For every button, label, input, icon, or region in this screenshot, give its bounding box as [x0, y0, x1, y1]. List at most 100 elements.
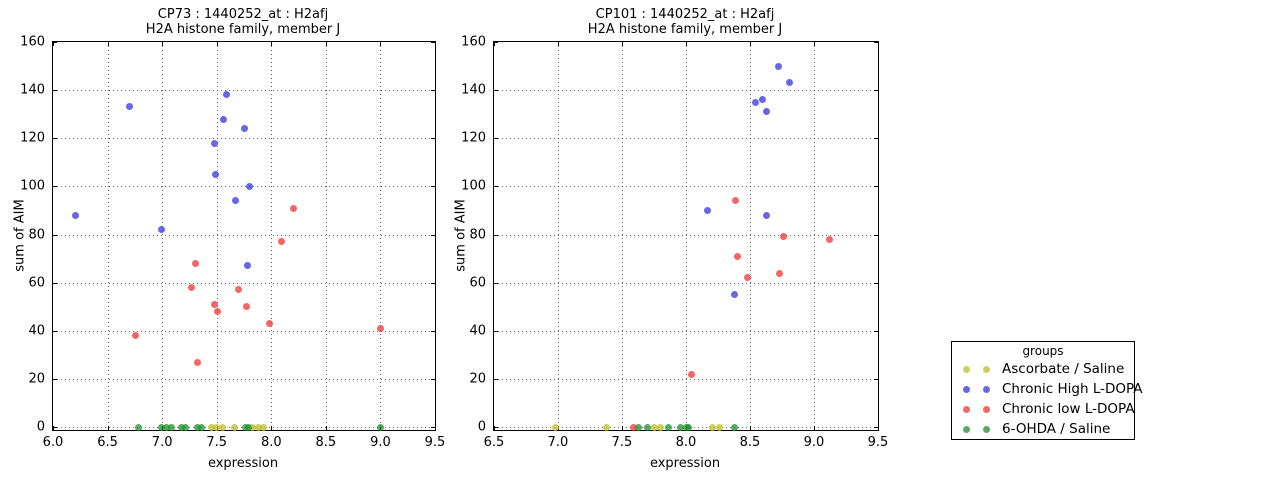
grid-line — [558, 42, 559, 430]
grid-line — [750, 42, 751, 430]
data-point — [786, 79, 794, 87]
data-point — [704, 206, 712, 214]
grid-line — [53, 186, 435, 188]
axis-tick — [53, 138, 57, 140]
data-point — [743, 274, 751, 282]
data-point — [733, 252, 741, 260]
data-point — [249, 423, 257, 431]
y-tick-label: 120 — [20, 130, 45, 146]
axis-tick — [494, 378, 498, 380]
axis-tick — [494, 42, 498, 43]
axis-tick — [494, 234, 498, 236]
y-tick-label: 20 — [469, 371, 486, 387]
legend-marker-icon — [983, 425, 990, 433]
data-point — [212, 170, 220, 178]
data-point — [759, 96, 767, 104]
x-tick-label: 9.0 — [370, 435, 391, 450]
x-tick-label: 7.5 — [611, 435, 633, 450]
x-tick-label: 6.0 — [42, 435, 64, 450]
data-point — [168, 423, 176, 431]
data-point — [825, 235, 833, 243]
grid-line — [107, 42, 109, 430]
grid-line — [494, 378, 878, 380]
data-point — [685, 423, 693, 431]
data-point — [181, 423, 189, 431]
data-point — [193, 358, 201, 366]
y-tick-label: 140 — [461, 82, 486, 98]
data-point — [231, 197, 239, 205]
axis-tick — [162, 42, 164, 46]
axis-tick — [494, 282, 498, 284]
x-tick-label: 8.5 — [315, 435, 337, 450]
data-point — [242, 303, 250, 311]
y-tick-label: 100 — [461, 178, 486, 194]
data-point — [163, 423, 170, 431]
data-point — [244, 423, 252, 431]
legend-marker-icon — [983, 365, 990, 373]
data-point — [72, 211, 80, 219]
data-point — [751, 98, 759, 106]
data-point — [207, 423, 215, 431]
legend-marker-icon — [983, 385, 990, 393]
axis-tick — [431, 234, 435, 236]
axis-tick — [874, 90, 878, 92]
data-point — [376, 423, 384, 431]
data-point — [687, 370, 695, 378]
y-tick-label: 80 — [469, 227, 486, 243]
axis-tick — [814, 42, 815, 46]
axis-tick — [431, 138, 435, 140]
x-tick-label: 8.0 — [675, 435, 697, 450]
plot-area-cp73: 6.0 6.5 7.0 7.5 8.0 8.5 9.0 9.5 0 20 40 60 80 100 120 1… — [20, 35, 445, 451]
y-tick-label: 80 — [28, 227, 45, 243]
grid-line — [53, 138, 435, 140]
y-tick-label: 0 — [477, 419, 486, 435]
grid-line — [686, 42, 687, 430]
legend-item-chronic-low-ldopa: Chronic low L-DOPA — [952, 399, 1135, 419]
data-point — [289, 204, 297, 212]
axis-tick — [380, 42, 382, 46]
axis-tick — [874, 234, 878, 236]
x-tick-label: 8.0 — [260, 435, 282, 450]
axis-tick — [53, 42, 54, 46]
legend-item-6ohda-saline: 6-OHDA / Saline — [952, 419, 1134, 439]
axis-tick — [750, 42, 751, 46]
axis-tick — [107, 42, 109, 46]
axis-tick — [271, 42, 273, 46]
axis-tick — [53, 90, 57, 92]
legend-item-label: Ascorbate / Saline — [1002, 361, 1125, 377]
axis-tick — [216, 42, 218, 46]
legend-marker-icon — [983, 405, 990, 413]
data-point — [245, 182, 253, 190]
x-tick-label: 7.0 — [151, 435, 173, 450]
data-point — [197, 423, 205, 431]
data-point — [731, 423, 739, 431]
data-point — [213, 423, 221, 431]
data-point — [125, 103, 133, 111]
axis-tick — [53, 427, 57, 429]
x-tick-label: 6.5 — [97, 435, 118, 450]
data-point — [656, 423, 664, 431]
data-point — [677, 423, 685, 431]
legend: groups Ascorbate / Saline Chronic High L… — [951, 341, 1143, 440]
axis-tick — [878, 42, 879, 46]
y-tick-label: 60 — [28, 275, 45, 291]
axis-tick — [435, 42, 436, 46]
axis-tick — [53, 282, 57, 284]
data-point — [235, 286, 243, 294]
grid-line — [53, 90, 435, 92]
x-tick-label: 9.0 — [803, 435, 825, 450]
data-point — [650, 423, 658, 431]
grid-line — [325, 42, 327, 430]
legend-item-chronic-high-ldopa: Chronic High L-DOPA — [952, 379, 1143, 399]
x-tick-label: 7.0 — [547, 435, 569, 450]
legend-marker-icon — [963, 425, 970, 433]
y-axis-label: sum of AIM — [12, 199, 28, 272]
axis-tick — [558, 42, 559, 46]
axis-tick — [431, 186, 435, 188]
x-tick-label: 7.5 — [206, 435, 228, 450]
grid-line — [53, 234, 435, 236]
grid-line — [53, 330, 435, 332]
data-point — [219, 115, 227, 123]
x-tick-label: 8.5 — [739, 435, 761, 450]
axis-tick — [435, 426, 436, 430]
